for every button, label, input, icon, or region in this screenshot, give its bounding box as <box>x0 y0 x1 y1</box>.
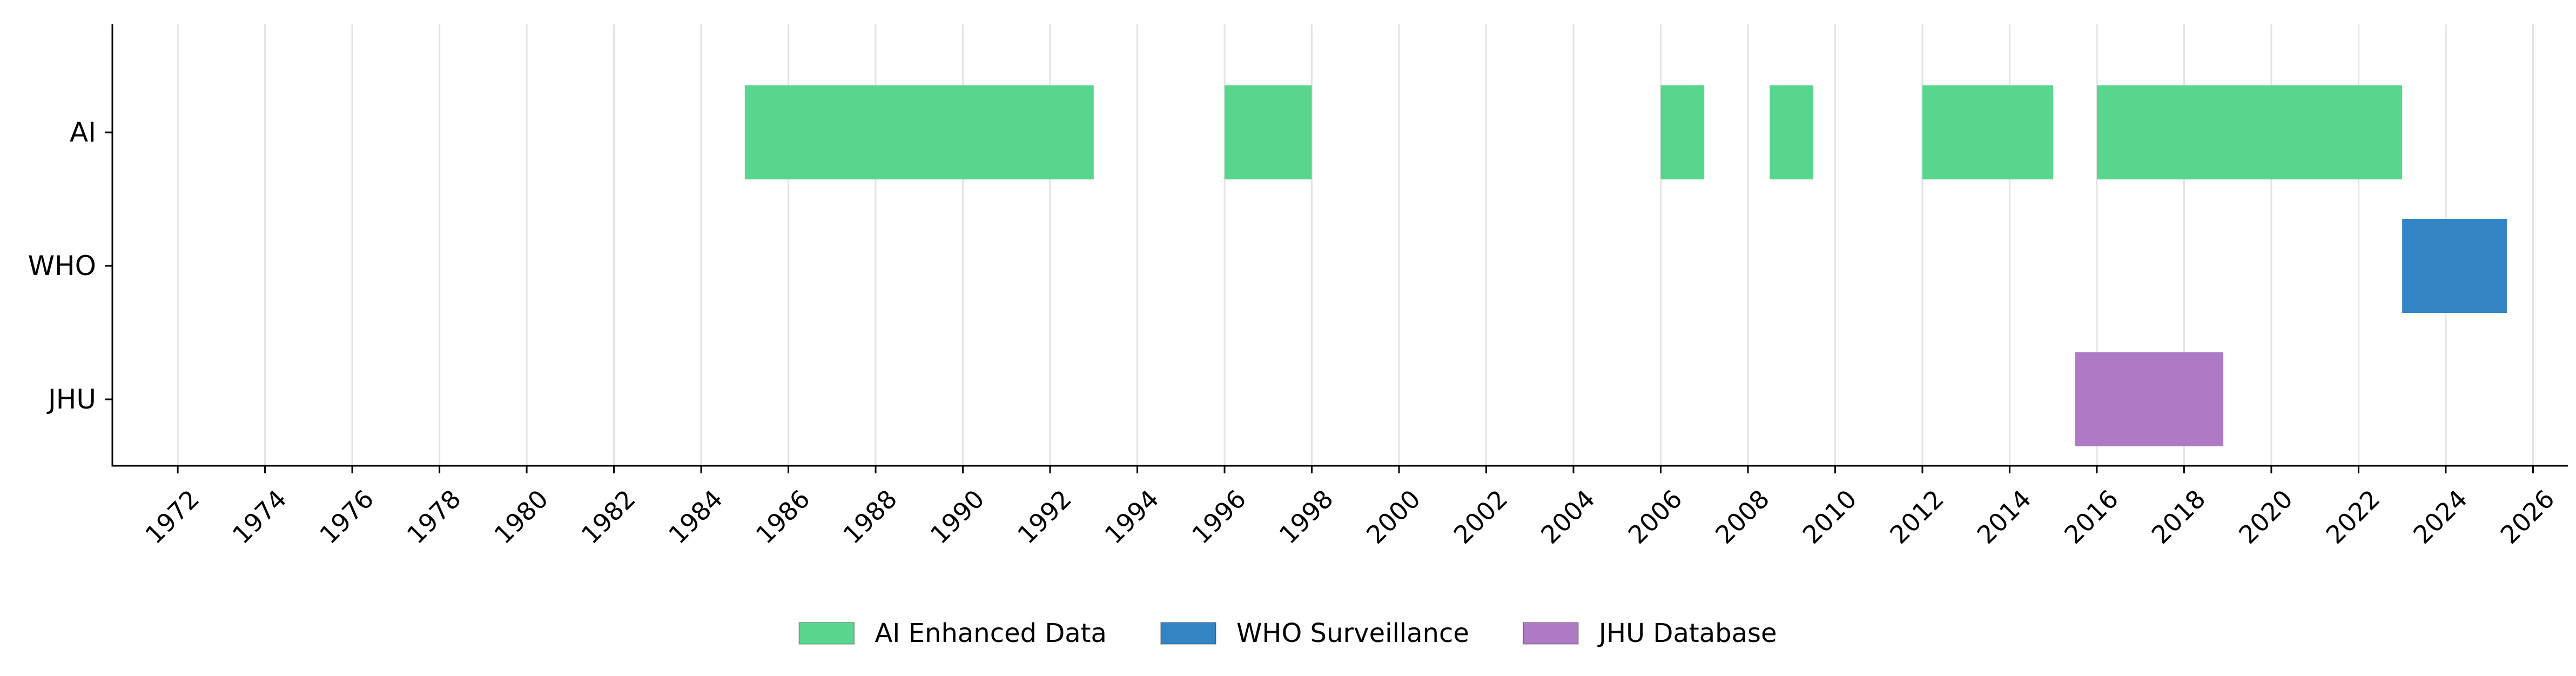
y-axis-category-labels: AI WHO JHU <box>28 117 96 415</box>
bar-ai-6 <box>2096 85 2403 179</box>
y-label-who: WHO <box>28 250 96 282</box>
x-tick-label-1976: 1976 <box>314 484 379 550</box>
x-tick-label-2022: 2022 <box>2321 484 2386 550</box>
bar-ai-5 <box>1922 85 2054 179</box>
x-tick-label-1980: 1980 <box>488 484 554 550</box>
x-tick-label-2010: 2010 <box>1797 484 1862 550</box>
bar-who-1 <box>2402 219 2507 313</box>
x-tick-label-2018: 2018 <box>2146 484 2211 550</box>
legend-swatch-3 <box>1522 622 1579 645</box>
bar-ai-3 <box>1660 85 1705 179</box>
x-tick-label-2008: 2008 <box>1710 484 1775 550</box>
x-tick-label-2002: 2002 <box>1448 484 1514 550</box>
x-tick-label-2012: 2012 <box>1884 484 1949 550</box>
x-tick-label-1994: 1994 <box>1099 484 1165 550</box>
x-tick-label-2006: 2006 <box>1623 484 1688 550</box>
x-tick-label-1988: 1988 <box>837 484 903 550</box>
bar-ai-1 <box>744 85 1094 179</box>
bar-jhu-1 <box>2075 352 2224 446</box>
x-tick-label-1982: 1982 <box>576 484 641 550</box>
interval-bars <box>744 85 2507 446</box>
legend-label-1: AI Enhanced Data <box>875 618 1107 648</box>
x-tick-label-1992: 1992 <box>1012 484 1077 550</box>
x-axis-tick-labels: 1972 1974 1976 1978 1980 1982 1984 1986 1988 1990… <box>139 484 2560 550</box>
legend-label-2: WHO Surveillance <box>1236 618 1469 648</box>
x-tick-label-1974: 1974 <box>227 484 292 550</box>
y-label-ai: AI <box>70 117 96 148</box>
x-tick-label-1996: 1996 <box>1186 484 1252 550</box>
axes <box>105 24 2568 473</box>
x-tick-label-1998: 1998 <box>1274 484 1339 550</box>
x-tick-label-1972: 1972 <box>139 484 205 550</box>
legend: AI Enhanced Data WHO Surveillance JHU Data… <box>798 618 1777 648</box>
bar-ai-2 <box>1225 85 1312 179</box>
bar-ai-4 <box>1770 85 1814 179</box>
x-tick-label-2014: 2014 <box>1972 484 2037 550</box>
x-tick-label-1990: 1990 <box>925 484 990 550</box>
x-tick-label-2004: 2004 <box>1535 484 1600 550</box>
y-label-jhu: JHU <box>46 384 96 415</box>
x-tick-label-2000: 2000 <box>1361 484 1426 550</box>
x-tick-label-1978: 1978 <box>401 484 467 550</box>
x-tick-label-2024: 2024 <box>2407 484 2473 550</box>
x-tick-label-1984: 1984 <box>663 484 728 550</box>
legend-swatch-2 <box>1160 622 1216 645</box>
x-tick-label-2016: 2016 <box>2059 484 2124 550</box>
x-tick-label-2020: 2020 <box>2233 484 2298 550</box>
legend-swatch-1 <box>798 622 855 645</box>
x-tick-label-1986: 1986 <box>750 484 816 550</box>
x-tick-label-2026: 2026 <box>2495 484 2560 550</box>
legend-label-3: JHU Database <box>1597 618 1777 648</box>
